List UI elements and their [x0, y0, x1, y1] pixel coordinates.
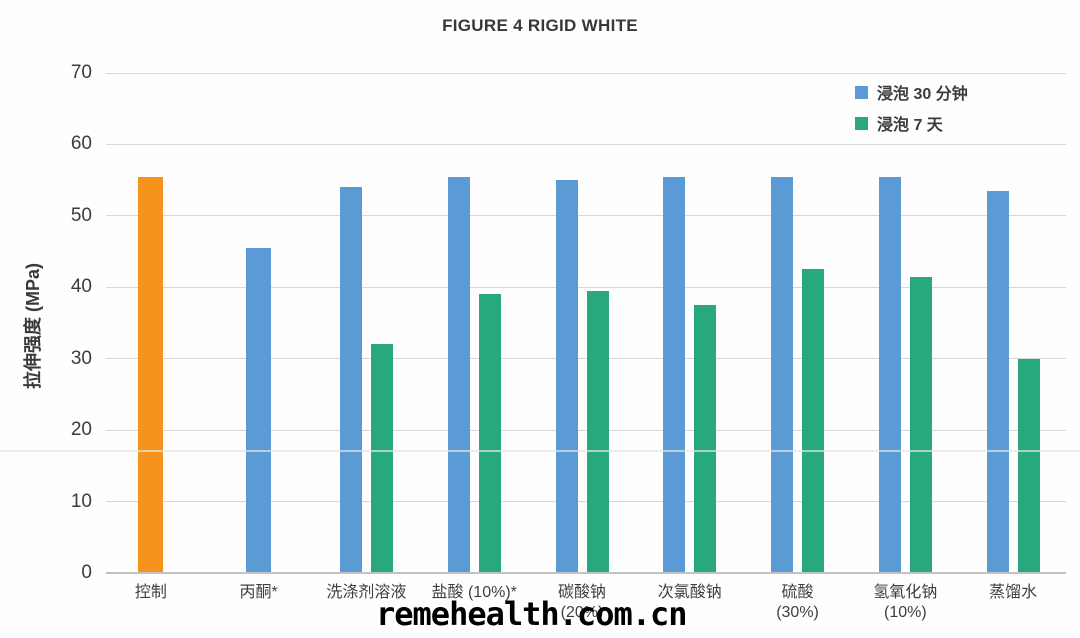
legend-label: 浸泡 30 分钟: [877, 86, 968, 103]
y-tick-label-60: 60: [70, 133, 92, 155]
bar-7day-3: [478, 294, 501, 573]
gridline-60: [106, 143, 1066, 145]
x-category-label-2: 洗涤剂溶液: [326, 584, 407, 601]
y-tick-label-50: 50: [70, 204, 92, 226]
bar-7day-4: [586, 290, 609, 573]
legend-item-soak-7day: 浸泡 7 天: [855, 111, 968, 135]
y-tick-label-40: 40: [70, 276, 92, 298]
chart-legend: 浸泡 30 分钟 浸泡 7 天: [855, 80, 968, 142]
gridline-40: [106, 286, 1066, 288]
y-axis-title: 拉伸强度 (MPa): [23, 263, 43, 389]
x-axis-baseline: [106, 572, 1066, 574]
gridline-20: [106, 429, 1066, 431]
chart-title: FIGURE 4 RIGID WHITE: [442, 16, 638, 35]
x-category-label-7: 氢氧化钠 (10%): [873, 584, 938, 621]
x-category-label-4: 碳酸钠 (20%): [557, 584, 606, 621]
legend-swatch-blue: [855, 85, 868, 99]
bar-7day-6: [802, 269, 825, 573]
y-tick-label-10: 10: [70, 490, 92, 512]
bar-7day-5: [694, 305, 717, 573]
legend-item-soak-30min: 浸泡 30 分钟: [855, 80, 968, 104]
bar-30min-5: [663, 176, 686, 573]
bar-30min-4: [555, 180, 578, 573]
image-seam-artifact-line: [0, 450, 1080, 452]
bar-7day-8: [1017, 358, 1040, 573]
bar-30min-6: [771, 176, 794, 573]
bar-control: [138, 176, 164, 573]
bar-30min-1: [246, 248, 272, 573]
y-tick-label-20: 20: [70, 419, 92, 441]
y-tick-label-0: 0: [81, 562, 92, 583]
gridline-30: [106, 358, 1066, 360]
bar-30min-3: [447, 176, 470, 573]
x-category-label-6: 硫酸 (30%): [776, 584, 819, 621]
x-category-label-5: 次氯酸钠: [657, 584, 722, 601]
gridline-10: [106, 501, 1066, 503]
x-category-label-8: 蒸馏水: [989, 584, 1038, 601]
gridline-70: [106, 72, 1066, 74]
x-category-label-3: 盐酸 (10%)*: [431, 584, 517, 601]
legend-swatch-green: [855, 116, 868, 130]
bar-7day-7: [909, 276, 932, 573]
x-category-label-0: 控制: [134, 584, 167, 601]
legend-label: 浸泡 7 天: [877, 117, 943, 134]
bar-30min-8: [986, 190, 1009, 573]
bar-7day-2: [370, 344, 393, 573]
y-tick-label-30: 30: [70, 347, 92, 369]
bar-30min-2: [339, 187, 362, 573]
y-tick-label-70: 70: [70, 62, 92, 83]
x-category-label-1: 丙酮*: [239, 584, 278, 601]
bar-30min-7: [878, 176, 901, 573]
watermark-text: remehealth.com.cn: [376, 595, 688, 633]
gridline-50: [106, 215, 1066, 217]
